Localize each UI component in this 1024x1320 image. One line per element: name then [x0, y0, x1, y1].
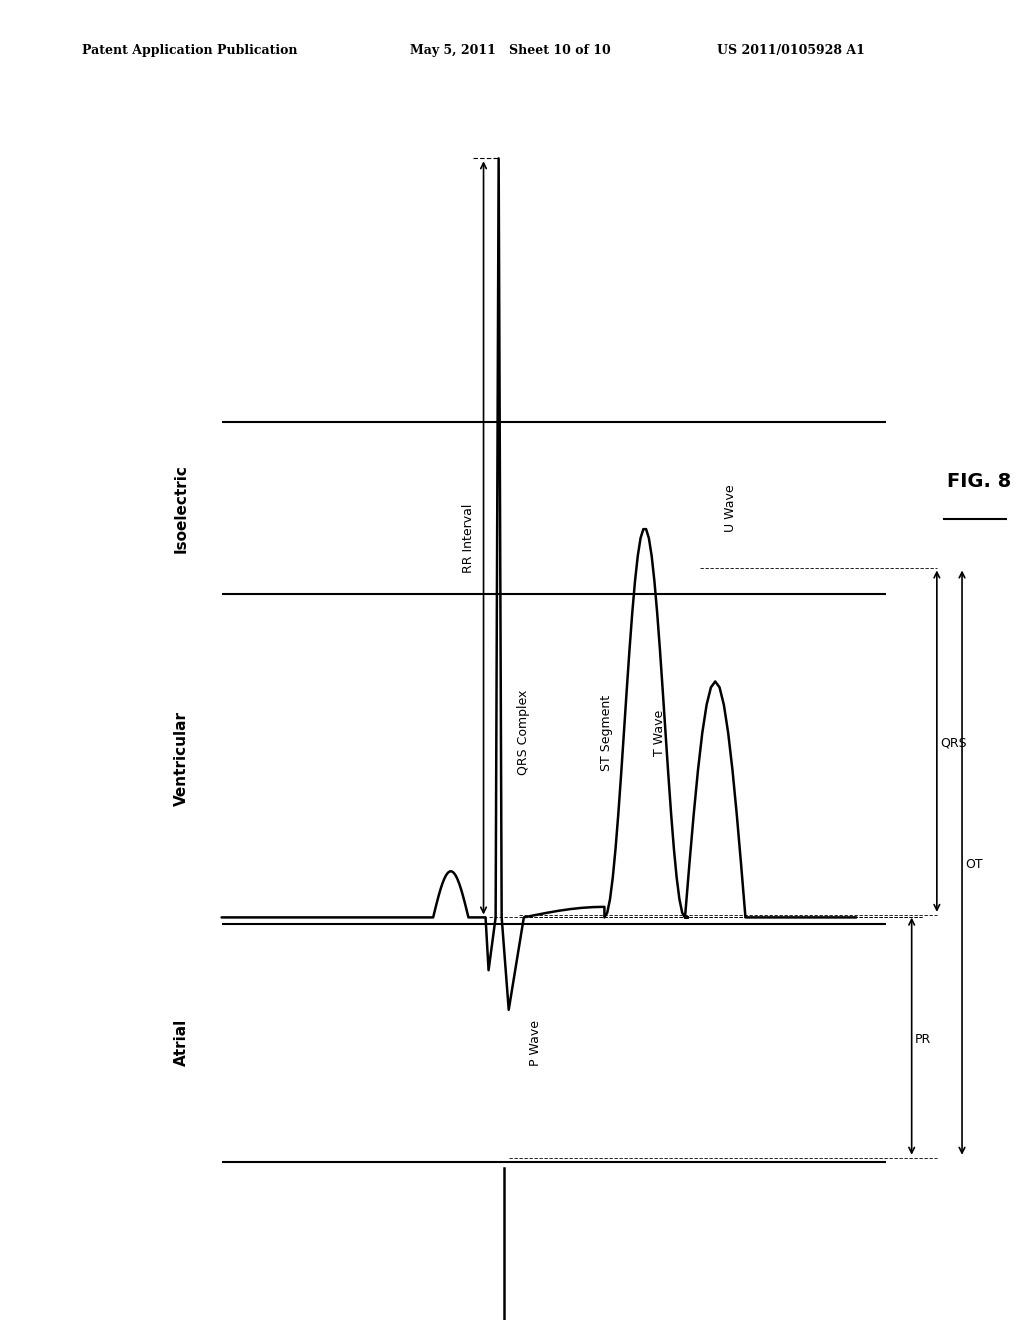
Text: QRS Complex: QRS Complex [517, 690, 530, 775]
Text: Ventricular: Ventricular [174, 711, 188, 807]
Text: ST Segment: ST Segment [600, 694, 613, 771]
Text: RR Interval: RR Interval [463, 503, 475, 573]
Text: Isoelectric: Isoelectric [174, 463, 188, 553]
Text: FIG. 8: FIG. 8 [947, 473, 1011, 491]
Text: Atrial: Atrial [174, 1019, 188, 1067]
Text: Patent Application Publication: Patent Application Publication [82, 44, 297, 57]
Text: May 5, 2011   Sheet 10 of 10: May 5, 2011 Sheet 10 of 10 [410, 44, 610, 57]
Text: OT: OT [965, 858, 983, 871]
Text: U Wave: U Wave [724, 484, 737, 532]
Text: US 2011/0105928 A1: US 2011/0105928 A1 [717, 44, 864, 57]
Text: PR: PR [914, 1034, 931, 1045]
Text: QRS: QRS [940, 737, 967, 748]
Text: P Wave: P Wave [528, 1020, 542, 1065]
Text: T Wave: T Wave [653, 709, 667, 756]
